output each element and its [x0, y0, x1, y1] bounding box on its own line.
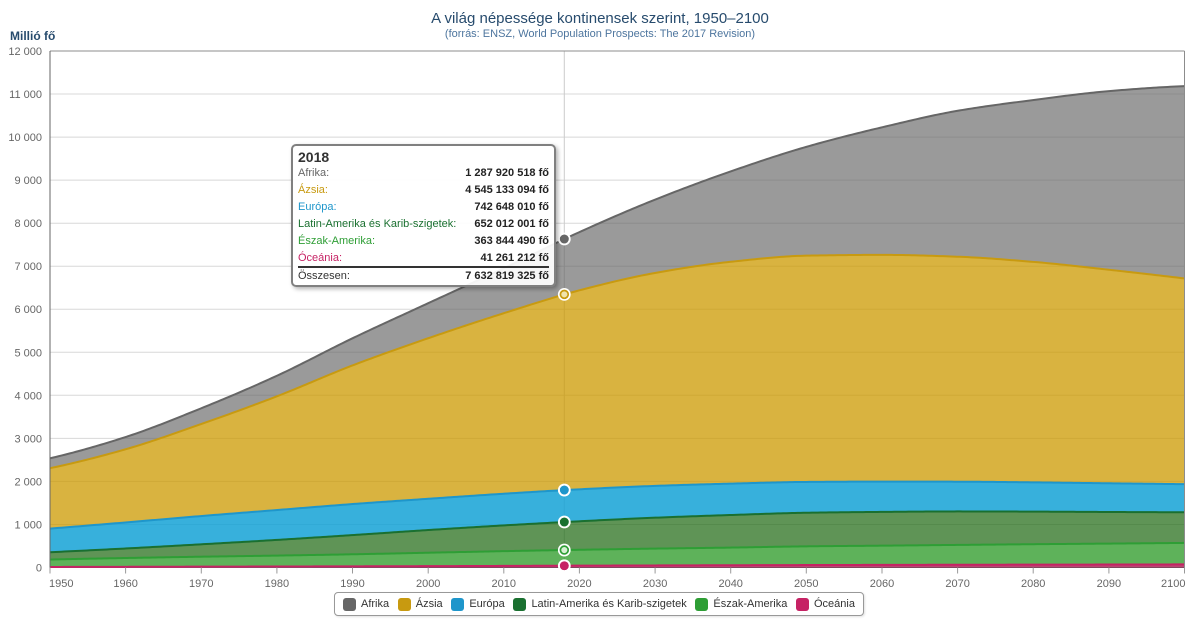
svg-text:8 000: 8 000 — [14, 218, 42, 230]
svg-text:2020: 2020 — [567, 578, 591, 590]
svg-text:4 000: 4 000 — [14, 390, 42, 402]
svg-text:2 000: 2 000 — [14, 476, 42, 488]
svg-text:2030: 2030 — [643, 578, 667, 590]
svg-text:9 000: 9 000 — [14, 175, 42, 187]
svg-text:2080: 2080 — [1021, 578, 1045, 590]
svg-text:0: 0 — [36, 563, 42, 575]
svg-text:1950: 1950 — [49, 578, 73, 590]
svg-text:10 000: 10 000 — [8, 132, 42, 144]
svg-text:7 000: 7 000 — [14, 261, 42, 273]
svg-text:2090: 2090 — [1097, 578, 1121, 590]
svg-text:1990: 1990 — [340, 578, 364, 590]
svg-text:2060: 2060 — [870, 578, 894, 590]
svg-text:2070: 2070 — [945, 578, 969, 590]
svg-text:2010: 2010 — [492, 578, 516, 590]
svg-text:2050: 2050 — [794, 578, 818, 590]
svg-text:2040: 2040 — [718, 578, 742, 590]
svg-text:2100: 2100 — [1161, 578, 1185, 590]
svg-text:3 000: 3 000 — [14, 433, 42, 445]
svg-text:1980: 1980 — [265, 578, 289, 590]
svg-text:1 000: 1 000 — [14, 520, 42, 532]
svg-text:12 000: 12 000 — [8, 46, 42, 58]
svg-text:6 000: 6 000 — [14, 304, 42, 316]
svg-text:1970: 1970 — [189, 578, 213, 590]
svg-text:1960: 1960 — [113, 578, 137, 590]
svg-text:11 000: 11 000 — [9, 89, 42, 101]
svg-text:2000: 2000 — [416, 578, 440, 590]
svg-text:5 000: 5 000 — [14, 347, 42, 359]
